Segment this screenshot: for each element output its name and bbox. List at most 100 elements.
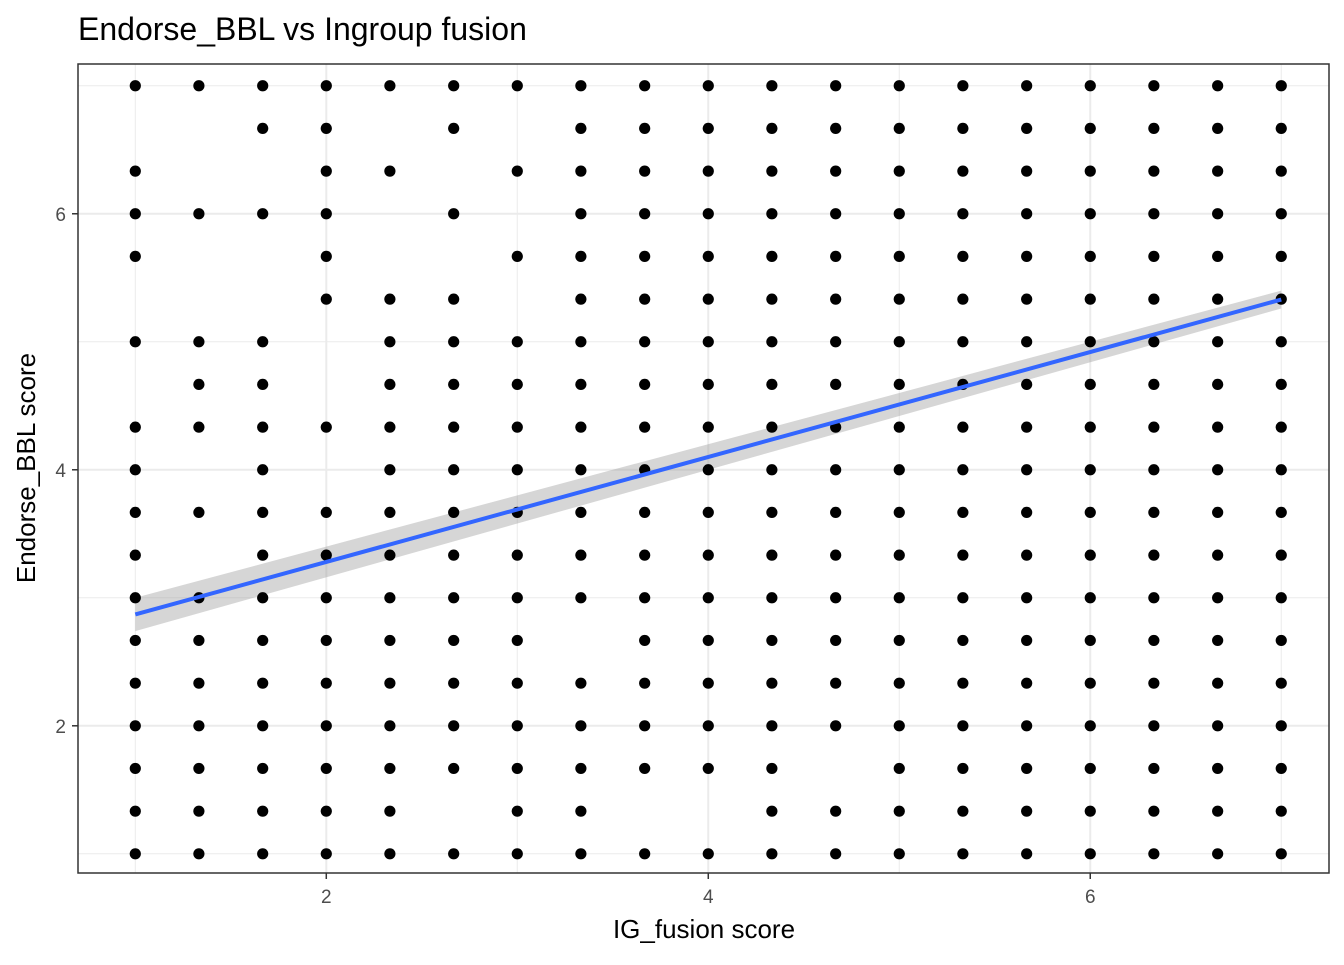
data-point [957, 634, 969, 647]
y-tick-label: 6 [55, 205, 66, 226]
data-point [575, 80, 587, 92]
data-point [957, 293, 969, 305]
data-point [193, 506, 205, 519]
data-point [766, 720, 778, 732]
y-tick-label: 2 [55, 717, 66, 738]
data-point [1021, 506, 1033, 519]
data-point [957, 592, 969, 604]
data-point [193, 80, 205, 92]
data-point [448, 848, 460, 860]
data-point [830, 677, 842, 689]
data-point [448, 677, 460, 689]
data-point [830, 336, 842, 348]
data-point [384, 506, 396, 519]
data-point [893, 848, 905, 860]
data-point [1275, 506, 1287, 519]
data-point [702, 165, 714, 177]
data-point [1212, 762, 1224, 775]
data-point [766, 80, 778, 92]
data-point [448, 293, 460, 305]
data-point [1212, 378, 1224, 390]
data-point [575, 165, 587, 177]
data-point [1212, 165, 1224, 177]
data-point [1275, 677, 1287, 689]
data-point [639, 677, 651, 689]
data-point [1212, 464, 1224, 476]
data-point [320, 634, 332, 647]
data-point [957, 848, 969, 860]
data-point [320, 165, 332, 177]
data-point [1148, 464, 1160, 476]
data-point [257, 122, 269, 134]
data-point [1084, 293, 1096, 305]
data-point [448, 122, 460, 134]
confidence-ribbon [135, 290, 1282, 632]
data-point [320, 762, 332, 775]
data-point [129, 250, 141, 262]
data-point [129, 464, 141, 476]
data-point [702, 677, 714, 689]
data-point [957, 208, 969, 220]
data-point [1148, 592, 1160, 604]
data-point [129, 720, 141, 732]
data-point [448, 421, 460, 433]
data-point [1212, 80, 1224, 92]
data-point [1021, 250, 1033, 262]
data-point [1148, 122, 1160, 134]
data-point [830, 506, 842, 519]
data-point [830, 720, 842, 732]
data-point [1084, 378, 1096, 390]
data-point [702, 293, 714, 305]
data-point [893, 506, 905, 519]
x-tick-label: 4 [703, 887, 714, 908]
data-point [1148, 848, 1160, 860]
data-point [1212, 720, 1224, 732]
data-point [766, 506, 778, 519]
data-point [257, 805, 269, 817]
regression-line-group [134, 297, 1282, 617]
data-point [1084, 421, 1096, 433]
data-point [639, 250, 651, 262]
data-point [766, 378, 778, 390]
data-point [1084, 805, 1096, 817]
data-point [193, 677, 205, 689]
data-point [702, 421, 714, 433]
data-point [1021, 848, 1033, 860]
data-point [830, 250, 842, 262]
y-tick-label: 4 [55, 461, 66, 482]
data-point [830, 848, 842, 860]
data-point [384, 677, 396, 689]
data-point [1021, 720, 1033, 732]
data-point [257, 421, 269, 433]
data-point [257, 549, 269, 561]
data-point [957, 805, 969, 817]
data-point [1148, 677, 1160, 689]
data-point [511, 592, 523, 604]
data-point [1084, 762, 1096, 775]
data-point [1021, 421, 1033, 433]
data-point [957, 80, 969, 92]
data-point [702, 122, 714, 134]
data-point [384, 421, 396, 433]
data-point [957, 506, 969, 519]
chart-title: Endorse_BBL vs Ingroup fusion [78, 11, 527, 47]
data-point [1021, 80, 1033, 92]
data-point [193, 208, 205, 220]
data-point [766, 677, 778, 689]
data-point [448, 634, 460, 647]
data-point [129, 592, 141, 604]
data-point [639, 208, 651, 220]
data-point [1084, 336, 1096, 348]
data-point [766, 464, 778, 476]
data-point [384, 720, 396, 732]
data-point [893, 336, 905, 348]
data-point [639, 762, 651, 775]
data-point [702, 634, 714, 647]
data-point [1148, 250, 1160, 262]
data-point [129, 208, 141, 220]
data-point [575, 762, 587, 775]
data-point [1021, 378, 1033, 390]
data-point [575, 336, 587, 348]
data-point [384, 762, 396, 775]
data-point [193, 378, 205, 390]
